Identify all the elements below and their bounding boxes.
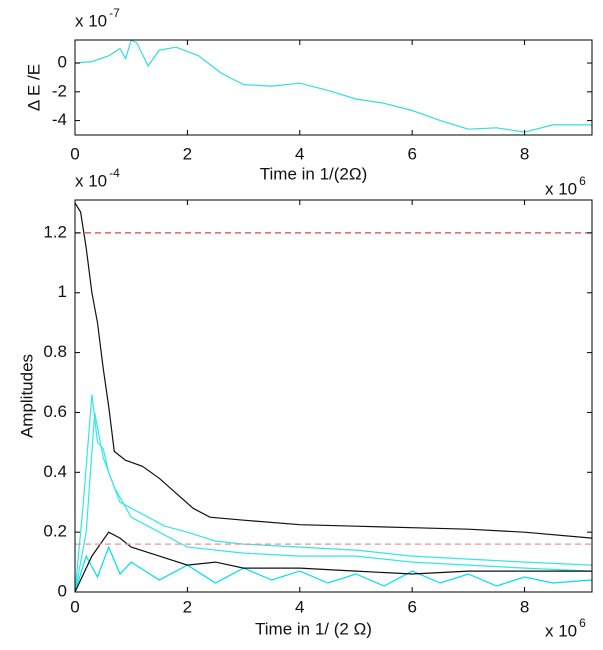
x-tick-label: 4 — [295, 144, 304, 163]
axis-multiplier: x 10 — [545, 179, 577, 198]
x-tick-label: 2 — [183, 144, 192, 163]
x-axis-label: Time in 1/(2Ω) — [260, 164, 368, 183]
y-tick-label: -4 — [52, 110, 67, 129]
x-tick-label: 6 — [407, 597, 416, 616]
y-tick-label: 0.2 — [43, 522, 67, 541]
y-tick-label: 0 — [58, 581, 67, 600]
y-tick-label: 1.2 — [43, 222, 67, 241]
y-tick-label: 0.6 — [43, 402, 67, 421]
x-tick-label: 2 — [183, 597, 192, 616]
data-line — [75, 202, 592, 539]
y-tick-label: 0.4 — [43, 462, 67, 481]
data-line — [75, 412, 592, 592]
data-line — [75, 531, 592, 592]
axis-multiplier: x 10 — [75, 171, 107, 190]
x-axis-label: Time in 1/ (2 Ω) — [255, 619, 372, 638]
x-tick-label: 4 — [295, 597, 304, 616]
y-tick-label: 0 — [58, 53, 67, 72]
y-tick-label: -2 — [52, 81, 67, 100]
axis-multiplier-exponent: -4 — [109, 166, 120, 180]
data-line — [75, 394, 592, 592]
y-axis-label: Δ E /E — [24, 64, 43, 111]
axes-box — [74, 199, 593, 593]
x-tick-label: 8 — [520, 597, 529, 616]
x-tick-label: 6 — [407, 144, 416, 163]
y-tick-label: 0.8 — [43, 342, 67, 361]
axis-multiplier: x 10 — [75, 11, 107, 30]
axis-multiplier-exponent: 6 — [579, 616, 586, 630]
data-line — [75, 545, 592, 592]
axis-multiplier: x 10 — [545, 621, 577, 640]
x-tick-label: 0 — [70, 597, 79, 616]
x-tick-label: 0 — [70, 144, 79, 163]
y-tick-label: 1 — [58, 282, 67, 301]
axes-box — [74, 39, 593, 136]
y-axis-label: Amplitudes — [17, 354, 36, 438]
axis-multiplier-exponent: -7 — [109, 6, 120, 20]
data-line — [75, 40, 592, 133]
x-tick-label: 8 — [520, 144, 529, 163]
axis-multiplier-exponent: 6 — [579, 174, 586, 188]
